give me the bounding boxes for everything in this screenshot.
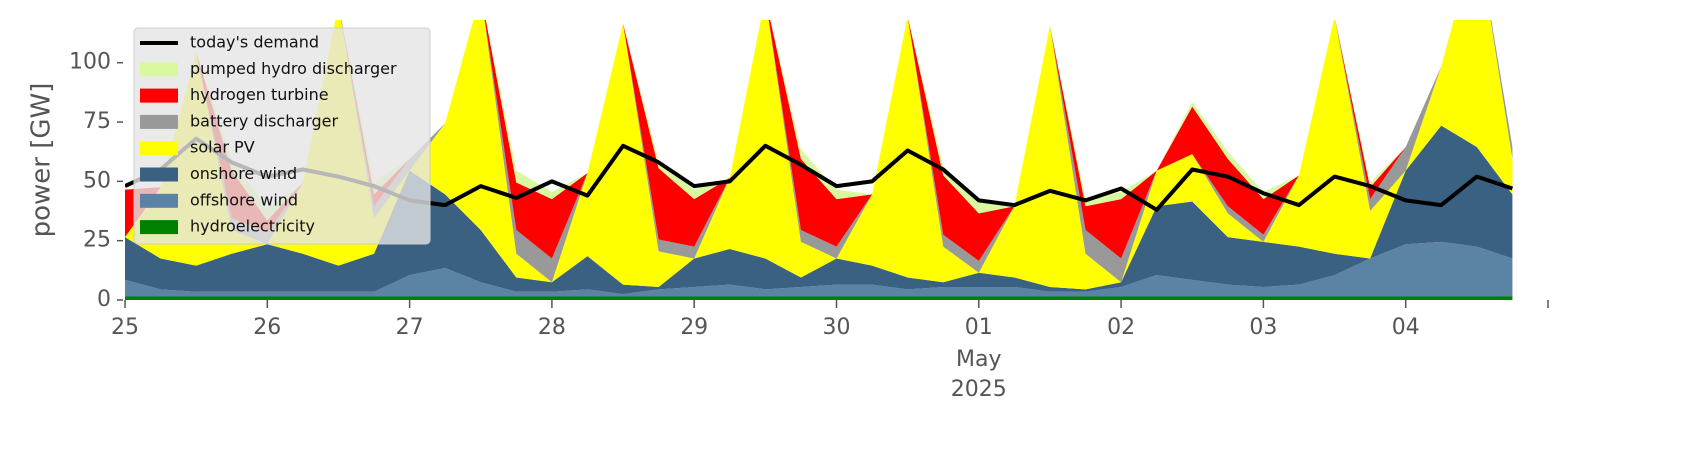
y-tick-label: 75: [83, 109, 111, 134]
plot-area: [125, 20, 1514, 300]
legend-swatch: [140, 88, 178, 103]
x-tick-label: 02: [1107, 315, 1135, 340]
legend-label: hydroelectricity: [190, 217, 315, 236]
legend-swatch: [140, 167, 178, 182]
x-tick-label: 28: [538, 315, 566, 340]
legend-box: [133, 27, 431, 245]
y-axis-label: power [GW]: [27, 83, 57, 238]
area: [125, 296, 1513, 300]
x-tick-label: 03: [1249, 315, 1277, 340]
x-tick-label: 26: [253, 315, 281, 340]
area: [125, 125, 1513, 295]
x-tick-label: 27: [396, 315, 424, 340]
y-tick-label: 25: [83, 228, 111, 253]
legend-swatch: [140, 114, 178, 129]
legend-label: hydrogen turbine: [190, 85, 329, 104]
legend-label: battery discharger: [190, 111, 338, 130]
legend-swatch: [140, 62, 178, 77]
y-tick-label: 0: [97, 287, 111, 312]
x-tick-label: 04: [1392, 315, 1420, 340]
x-tick-label: 29: [680, 315, 708, 340]
legend-swatch: [140, 220, 178, 235]
x-tick-label: 30: [823, 315, 851, 340]
legend-label: onshore wind: [190, 164, 297, 183]
legend-label: pumped hydro discharger: [190, 59, 397, 78]
legend-swatch: [140, 193, 178, 208]
x-month-label: May: [956, 347, 1001, 372]
y-tick-label: 100: [69, 50, 111, 75]
legend-label: solar PV: [190, 138, 255, 157]
legend-label: today's demand: [190, 33, 319, 52]
legend-label: offshore wind: [190, 190, 298, 209]
legend: today's demand pumped hydro discharger hyd…: [133, 27, 431, 245]
area: [125, 20, 1513, 290]
x-tick-label: 25: [111, 315, 139, 340]
legend-swatch: [140, 141, 178, 156]
x-year-label: 2025: [951, 377, 1007, 402]
x-tick-label: 01: [965, 315, 993, 340]
area: [125, 20, 1513, 261]
y-tick-label: 50: [83, 168, 111, 193]
area: [125, 241, 1513, 297]
